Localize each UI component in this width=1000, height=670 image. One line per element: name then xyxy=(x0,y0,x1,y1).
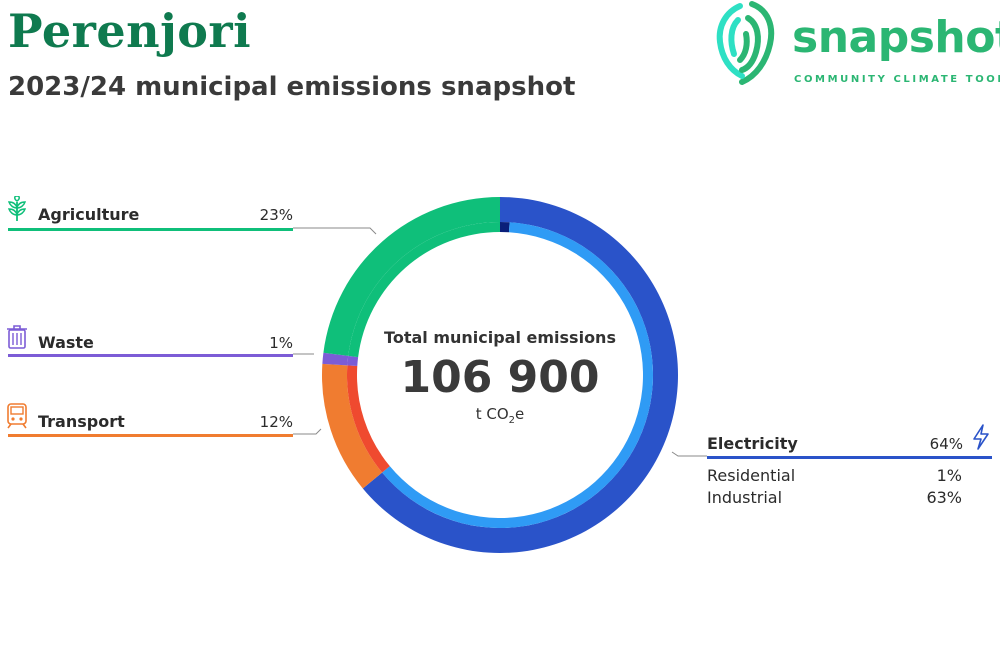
electricity-leader-line xyxy=(671,451,707,457)
fingerprint-icon xyxy=(716,1,775,85)
train-icon xyxy=(7,403,27,429)
waste-rule xyxy=(8,354,293,357)
agriculture-rule xyxy=(8,228,293,231)
lightning-icon xyxy=(973,424,989,450)
page-subtitle: 2023/24 municipal emissions snapshot xyxy=(8,72,576,102)
outer-electricity-slice xyxy=(362,197,679,553)
transport-rule xyxy=(8,434,293,437)
transport-label: Transport xyxy=(38,412,125,431)
electricity-residential-percent: 1% xyxy=(936,466,962,485)
waste-label: Waste xyxy=(38,333,94,352)
inner-waste-slice xyxy=(347,355,359,367)
snapshot-logo[interactable]: snapshot COMMUNITY CLIMATE TOOL xyxy=(712,0,1000,92)
total-emissions-unit: t CO2e xyxy=(475,405,525,426)
waste-percent: 1% xyxy=(269,334,293,352)
electricity-residential-label: Residential xyxy=(707,466,796,485)
inner-transport-slice xyxy=(347,365,390,473)
sprout-icon xyxy=(7,196,27,221)
electricity-label: Electricity xyxy=(707,434,798,453)
leader-lines xyxy=(293,227,707,457)
inner-ring xyxy=(347,222,653,528)
logo-wordmark: snapshot xyxy=(792,12,1000,63)
outer-transport-slice xyxy=(322,363,383,489)
agriculture-label: Agriculture xyxy=(38,205,140,224)
transport-leader-line xyxy=(293,428,322,435)
trash-bin-icon xyxy=(7,325,27,349)
inner-agriculture-slice xyxy=(348,222,500,358)
electricity-rule xyxy=(707,456,992,459)
agriculture-leader-line xyxy=(293,227,377,235)
logo-tagline: COMMUNITY CLIMATE TOOL xyxy=(794,74,1000,85)
electricity-industrial-percent: 63% xyxy=(926,488,962,507)
outer-agriculture-slice xyxy=(323,197,500,356)
electricity-industrial-label: Industrial xyxy=(707,488,783,507)
outer-waste-slice xyxy=(322,352,349,366)
electricity-percent: 64% xyxy=(929,435,963,453)
outer-ring xyxy=(322,197,679,553)
page-title: Perenjori xyxy=(8,4,252,58)
agriculture-percent: 23% xyxy=(259,206,293,224)
total-emissions-value: 106 900 xyxy=(400,352,600,403)
transport-percent: 12% xyxy=(259,413,293,431)
inner-industrial-slice xyxy=(382,222,653,528)
chart-center-title: Total municipal emissions xyxy=(384,328,616,347)
inner-residential-slice xyxy=(500,222,510,233)
